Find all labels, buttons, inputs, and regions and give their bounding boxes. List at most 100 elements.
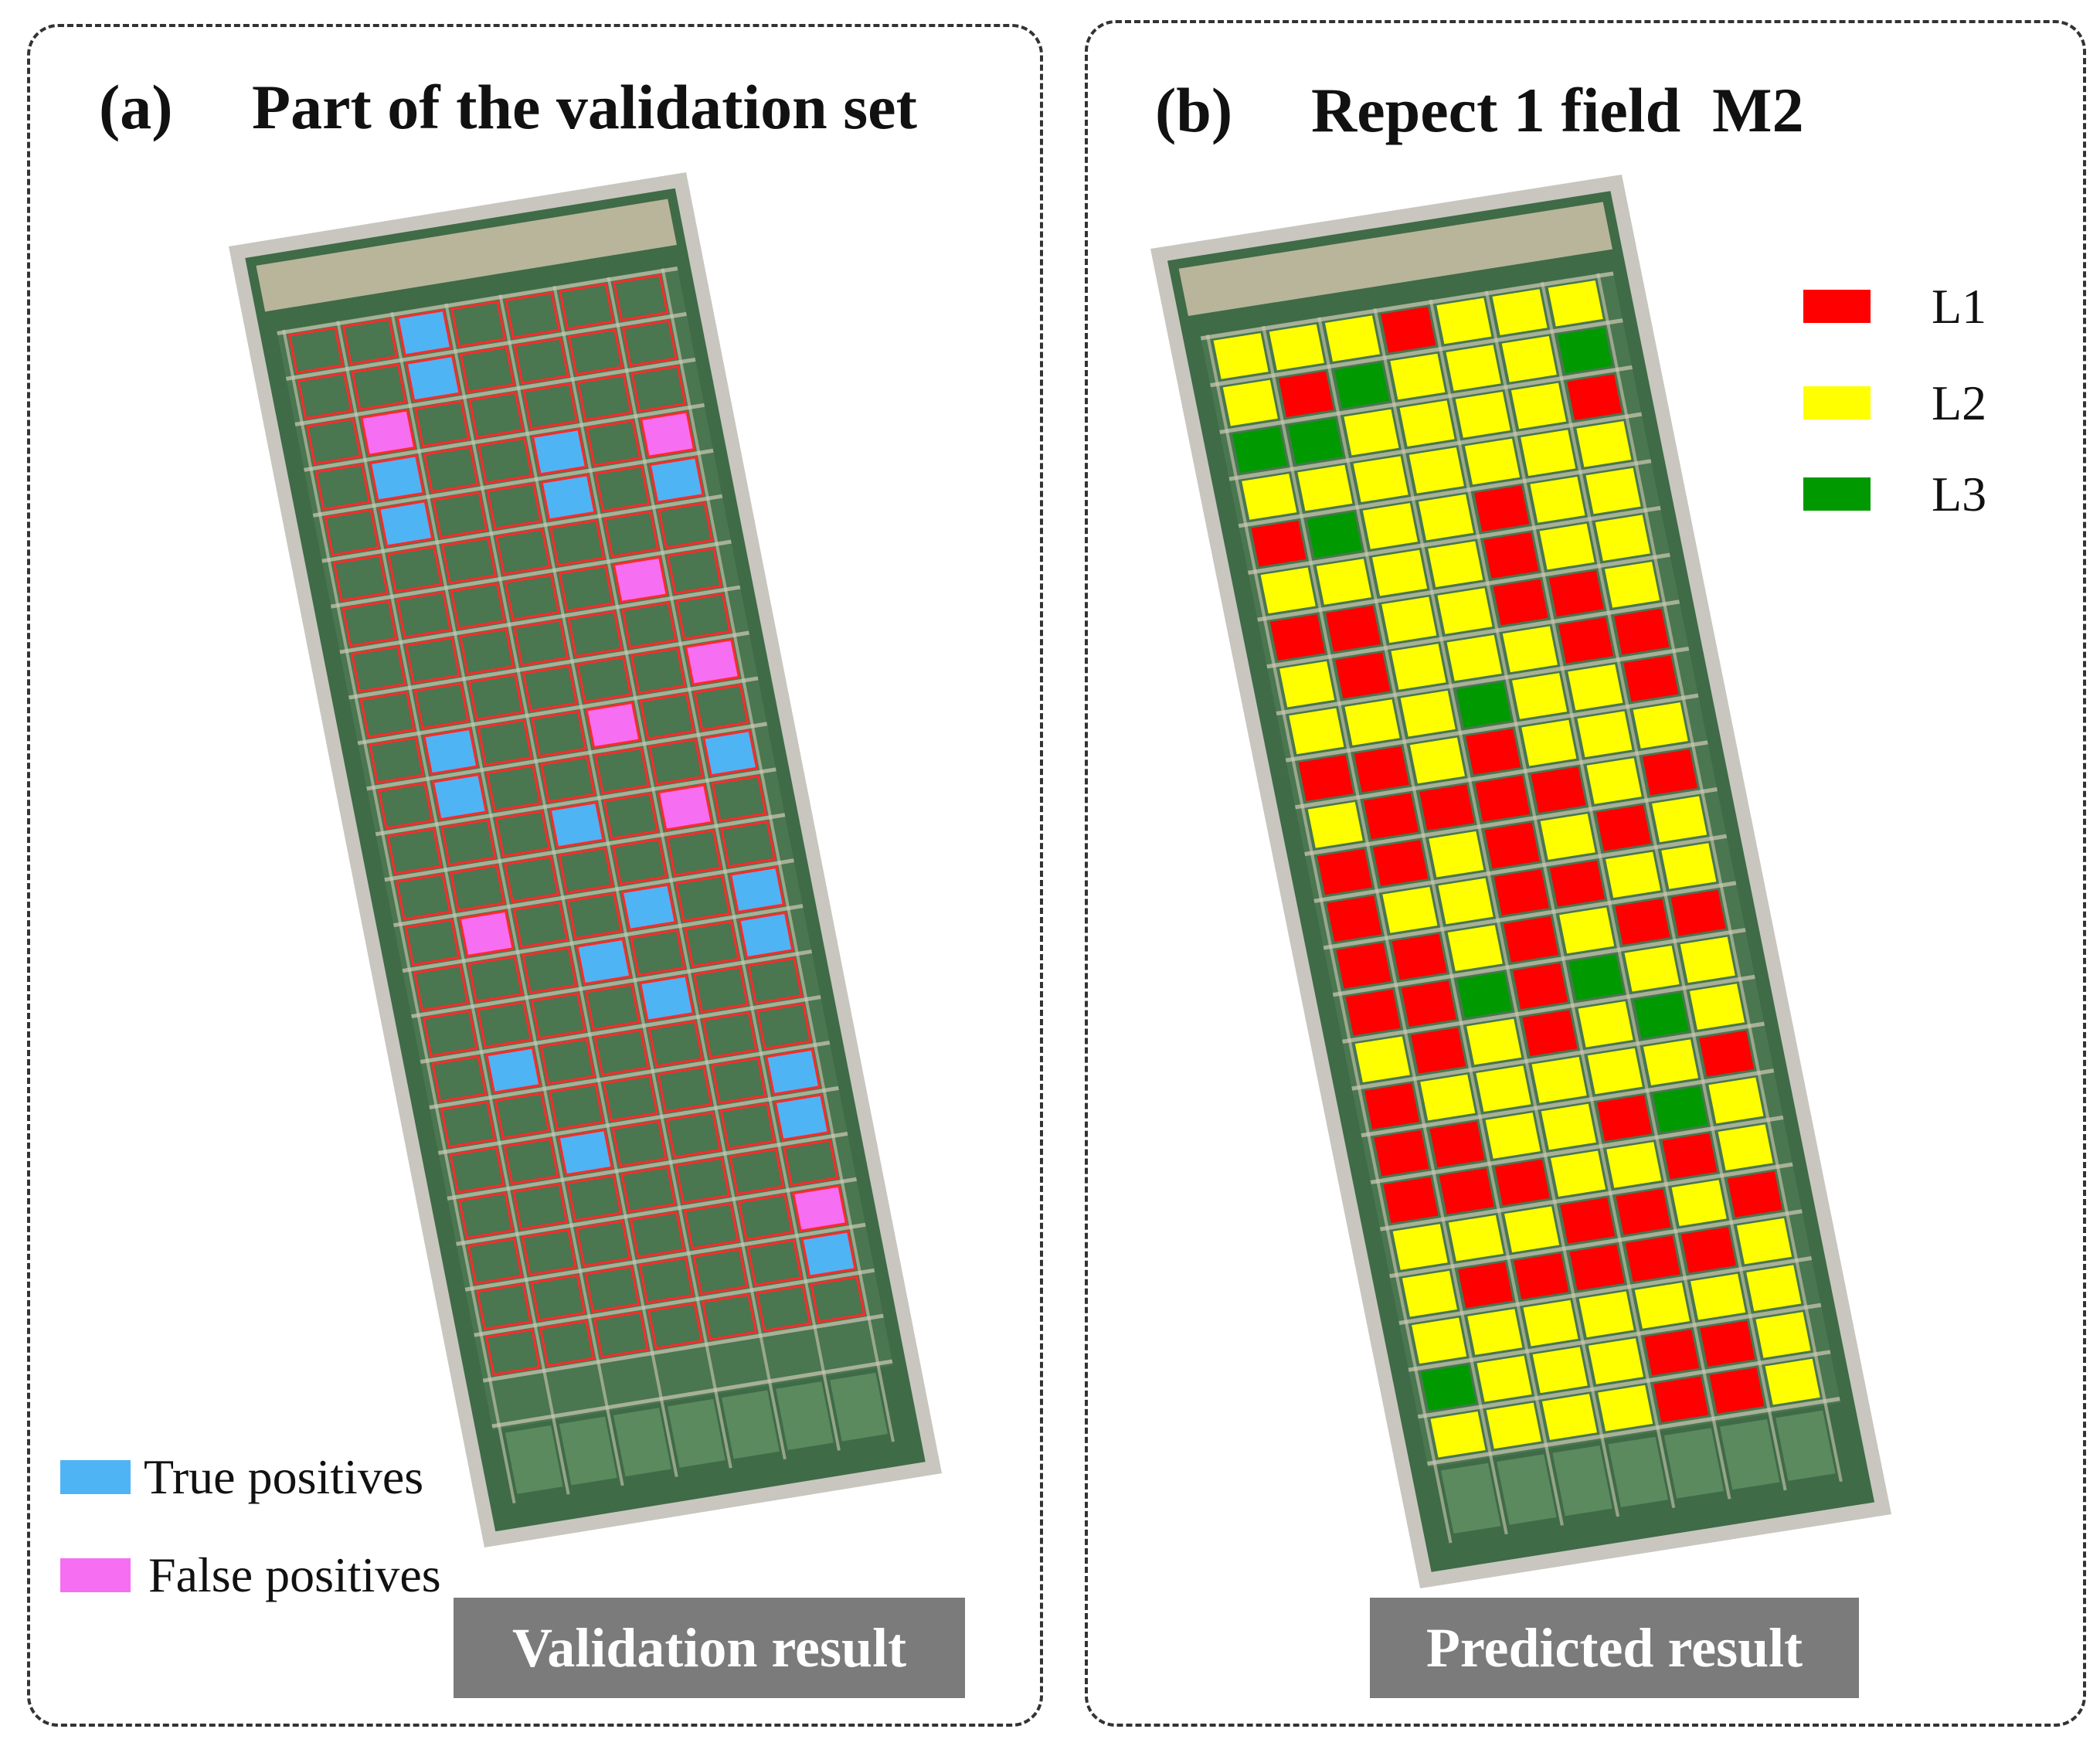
validation-plot <box>620 1165 677 1214</box>
l1-plot <box>1484 822 1540 869</box>
l2-plot <box>1476 1065 1531 1112</box>
l1-plot <box>1410 1028 1466 1074</box>
plot-path <box>661 268 895 1442</box>
validation-plot <box>505 291 561 339</box>
validation-plot <box>711 1056 767 1105</box>
l2-plot <box>1691 1273 1746 1320</box>
l1-plot <box>1680 1227 1736 1273</box>
l3-plot <box>1307 511 1362 559</box>
validation-plot <box>422 1009 478 1058</box>
l2-plot <box>1577 711 1633 758</box>
validation-plot <box>675 593 732 640</box>
predicted-field-map <box>1150 175 1892 1588</box>
validation-plot <box>755 1284 812 1333</box>
validation-plot <box>702 1011 758 1059</box>
validation-plot <box>413 681 470 730</box>
true-positive-plot <box>378 500 434 548</box>
plot-path <box>1361 1068 1775 1138</box>
validation-plot <box>467 673 524 722</box>
l1-plot <box>1596 1095 1653 1141</box>
validation-plot <box>539 756 596 803</box>
l2-plot <box>1680 936 1735 983</box>
unlabeled-plot <box>722 1390 780 1459</box>
validation-plot <box>719 1102 776 1150</box>
validation-plot <box>404 636 461 684</box>
l2-plot <box>1408 447 1464 494</box>
unlabeled-plot <box>559 1416 617 1486</box>
validation-plot <box>576 373 633 422</box>
plot-path <box>348 630 750 700</box>
validation-plot <box>287 326 345 375</box>
l1-plot <box>1549 860 1605 907</box>
l1-plot <box>1642 749 1697 796</box>
l2-plot <box>1297 464 1353 511</box>
l2-plot <box>1578 1291 1634 1338</box>
l2-plot <box>1390 353 1446 400</box>
l2-plot <box>1502 626 1558 673</box>
l2-plot <box>1448 1214 1504 1262</box>
plot-path <box>1398 1255 1813 1326</box>
l2-plot <box>1279 661 1335 708</box>
l2-plot <box>1746 1265 1802 1312</box>
plot-path <box>321 494 723 563</box>
plot-path <box>491 1359 893 1428</box>
plot-path <box>447 1131 848 1201</box>
plot-path <box>282 329 516 1503</box>
l2-plot <box>1652 796 1708 843</box>
validation-plot <box>386 545 443 593</box>
validation-plot <box>440 536 498 585</box>
l2-plot <box>1540 814 1595 860</box>
l1-label: L1 <box>1932 279 1987 334</box>
plot-path <box>1429 299 1676 1509</box>
validation-plot <box>369 736 425 784</box>
validation-plot <box>783 1139 839 1187</box>
validation-plot <box>692 966 749 1014</box>
plot-path <box>420 995 821 1064</box>
l2-plot <box>1585 467 1641 515</box>
true-positive-plot <box>431 773 488 821</box>
l2-plot <box>1466 1018 1522 1065</box>
plot-path <box>1304 787 1718 857</box>
panel-a-frame <box>27 24 1043 1727</box>
l2-plot <box>1260 567 1316 614</box>
true-positive-plot <box>369 454 425 502</box>
l1-plot <box>1493 579 1548 626</box>
validation-plot <box>440 1100 497 1149</box>
plot-path <box>1238 459 1652 528</box>
false-positive-plot <box>684 638 741 686</box>
validation-plot <box>567 328 624 376</box>
validation-plot <box>613 273 669 322</box>
validation-plot <box>666 547 722 595</box>
validation-plot <box>494 810 551 858</box>
l3-plot <box>1456 972 1513 1018</box>
l2-plot <box>1437 588 1493 634</box>
unlabeled-plot <box>1552 1445 1612 1517</box>
l3-label: L3 <box>1932 467 1987 521</box>
l3-plot <box>1334 362 1390 409</box>
l1-plot <box>1364 1083 1420 1129</box>
l3-plot <box>1653 1086 1708 1133</box>
l2-plot <box>1213 333 1269 379</box>
l1-plot <box>1531 766 1586 814</box>
plot-path <box>1596 273 1843 1482</box>
l2-plot <box>1587 1048 1643 1095</box>
plot-path <box>366 722 768 791</box>
l2-plot <box>1634 1282 1690 1329</box>
l2-plot <box>1643 1039 1699 1085</box>
validation-plot <box>575 1219 631 1268</box>
plot-path <box>1373 308 1620 1517</box>
validation-plot <box>684 920 740 968</box>
true-positive-plot <box>531 428 588 476</box>
l2-plot <box>1242 474 1297 520</box>
unlabeled-plot <box>1775 1410 1836 1481</box>
l2-plot <box>1428 541 1483 588</box>
true-positives-swatch <box>60 1460 131 1494</box>
l2-plot <box>1718 1124 1773 1170</box>
validation-plot <box>602 1074 659 1123</box>
validation-plot <box>630 647 687 695</box>
plot-path <box>1379 1162 1793 1231</box>
plot-path <box>1276 646 1690 716</box>
l2-plot <box>1532 1347 1588 1394</box>
validation-plot <box>522 664 578 712</box>
